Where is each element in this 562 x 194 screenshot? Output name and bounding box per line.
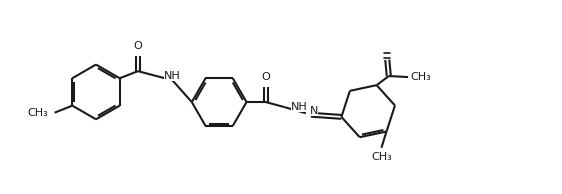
Text: N: N bbox=[310, 106, 318, 116]
Text: NH: NH bbox=[291, 102, 308, 112]
Text: CH₃: CH₃ bbox=[371, 152, 392, 162]
Text: O: O bbox=[134, 41, 142, 51]
Text: NH: NH bbox=[164, 71, 180, 81]
Text: CH₃: CH₃ bbox=[411, 72, 432, 82]
Text: CH₃: CH₃ bbox=[27, 108, 48, 118]
Text: O: O bbox=[261, 72, 270, 82]
